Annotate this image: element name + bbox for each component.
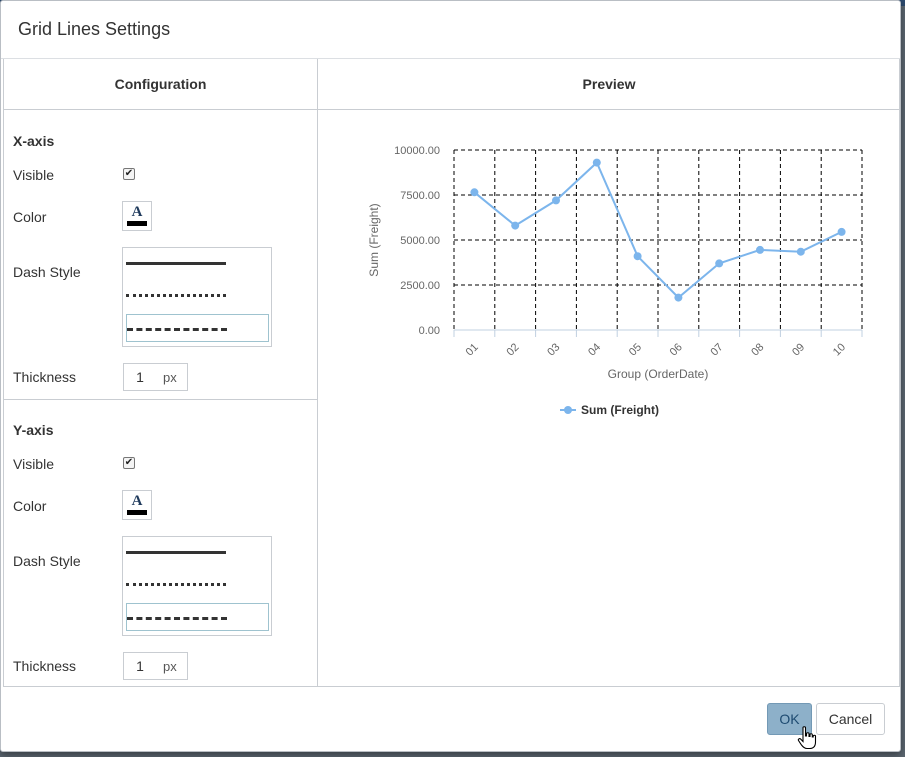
y-thickness-value: 1 [136, 658, 144, 674]
font-color-icon: A [131, 204, 143, 220]
y-thickness-unit: px [163, 659, 177, 674]
x-thickness-unit: px [163, 370, 177, 385]
cancel-button[interactable]: Cancel [816, 703, 885, 735]
y-visible-label: Visible [13, 456, 54, 472]
x-tick-label: 08 [749, 341, 766, 358]
x-tick-label: 03 [545, 341, 562, 358]
x-color-picker-button[interactable]: A [122, 201, 152, 231]
x-dash-style-label: Dash Style [13, 264, 81, 280]
x-tick-label: 07 [709, 341, 726, 358]
dash-option-dotted[interactable] [126, 570, 269, 598]
data-point [756, 245, 764, 254]
x-tick-label: 10 [831, 341, 848, 358]
x-tick-label: 02 [505, 341, 522, 358]
dash-option-solid[interactable] [126, 538, 269, 566]
x-thickness-input[interactable]: 1 px [123, 363, 188, 391]
preview-chart: 10000.00 7500.00 5000.00 2500.00 0.00 01 02 03 0… [367, 145, 863, 417]
y-tick-label: 0.00 [419, 325, 440, 337]
preview-header: Preview [318, 59, 900, 110]
font-color-icon: A [131, 493, 143, 509]
dialog-footer: OK Cancel [1, 687, 900, 751]
dialog-body: Configuration X-axis Visible ✔ Color A D… [3, 59, 900, 687]
y-dash-style-list [122, 536, 272, 636]
data-point [470, 188, 479, 197]
data-point [837, 227, 846, 236]
x-tick-label: 05 [627, 341, 644, 358]
y-thickness-input[interactable]: 1 px [123, 652, 188, 680]
legend-label: Sum (Freight) [581, 403, 659, 417]
dash-option-dotted[interactable] [126, 281, 269, 309]
y-dash-style-label: Dash Style [13, 553, 81, 569]
x-thickness-label: Thickness [13, 369, 77, 385]
color-swatch [127, 221, 147, 226]
data-point [796, 247, 805, 256]
dash-option-solid[interactable] [126, 249, 269, 277]
y-color-picker-button[interactable]: A [122, 490, 152, 520]
dialog-header: Grid Lines Settings [1, 1, 900, 59]
y-visible-checkbox[interactable]: ✔ [123, 457, 135, 469]
x-visible-checkbox[interactable]: ✔ [123, 168, 135, 180]
y-axis-title: Y-axis [13, 422, 54, 438]
data-point [511, 221, 520, 230]
configuration-header: Configuration [4, 59, 317, 110]
x-tick-label: 09 [790, 341, 807, 358]
x-axis-section: X-axis Visible ✔ Color A Dash Style Thic… [4, 111, 318, 400]
data-point [674, 293, 683, 302]
x-thickness-value: 1 [136, 369, 144, 385]
y-color-label: Color [13, 498, 47, 514]
dialog-title: Grid Lines Settings [18, 19, 171, 39]
data-point [633, 252, 642, 261]
preview-panel: Preview 10000.00 7500.00 5000.00 2500.00 0.0… [318, 59, 900, 686]
y-axis-title: Sum (Freight) [367, 203, 381, 276]
y-axis-section: Y-axis Visible ✔ Color A Dash Style Thic… [4, 400, 318, 686]
dash-option-dashed[interactable] [126, 314, 269, 342]
data-point [592, 158, 601, 167]
data-point [715, 259, 724, 268]
x-axis-title: Group (OrderDate) [608, 367, 709, 381]
x-axis-title: X-axis [13, 133, 55, 149]
x-tick-label: 01 [464, 341, 481, 358]
y-thickness-label: Thickness [13, 658, 77, 674]
x-tick-label: 04 [586, 341, 603, 358]
y-tick-label: 10000.00 [394, 145, 440, 157]
dash-option-dashed[interactable] [126, 603, 269, 631]
y-tick-label: 7500.00 [400, 190, 440, 202]
x-visible-label: Visible [13, 167, 54, 183]
y-tick-label: 5000.00 [400, 235, 440, 247]
configuration-panel: Configuration X-axis Visible ✔ Color A D… [4, 59, 318, 686]
data-point [552, 196, 560, 205]
hand-cursor-icon [797, 726, 817, 750]
x-dash-style-list [122, 247, 272, 347]
legend-marker [564, 406, 572, 414]
series-line [473, 160, 843, 299]
y-tick-label: 2500.00 [400, 280, 440, 292]
x-tick-label: 06 [668, 341, 685, 358]
color-swatch [127, 510, 147, 515]
x-color-label: Color [13, 209, 47, 225]
